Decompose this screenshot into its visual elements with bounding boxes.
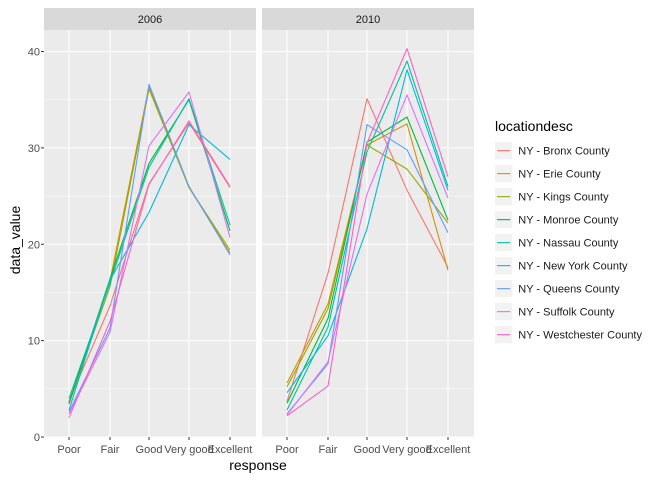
legend-item-label: NY - Nassau County [518,238,619,250]
facet-strip [44,8,256,30]
x-tick-label: Poor [275,444,299,456]
series-line [68,83,231,413]
series-line [286,69,449,394]
legend-item-label: NY - Westchester County [518,330,642,342]
x-tick-label: Excellent [426,444,471,456]
x-tick-label: Good [136,444,163,456]
legend-item-label: NY - Bronx County [518,146,610,158]
series-line [286,98,449,402]
series-line [286,124,449,415]
y-tick-label: 10 [28,336,40,348]
y-tick-label: 40 [28,47,40,59]
x-tick-label: Very good [164,444,214,456]
legend-item-label: NY - Suffolk County [518,307,615,319]
y-tick-label: 30 [28,143,40,155]
x-tick-label: Excellent [208,444,253,456]
facet-strip-label: 2010 [356,14,380,26]
legend-item-label: NY - Kings County [518,192,609,204]
facet-strip-label: 2006 [138,14,162,26]
x-axis-title: response [229,457,287,473]
y-axis-title: data_value [7,206,23,275]
x-tick-label: Fair [319,444,338,456]
legend-item-label: NY - Queens County [518,284,620,296]
series-line [68,120,231,418]
y-tick-label: 20 [28,239,40,251]
y-tick-label: 0 [34,432,40,444]
series-line [68,124,231,411]
series-line [286,48,449,417]
x-tick-label: Very good [382,444,432,456]
x-tick-label: Poor [57,444,81,456]
legend-title: locationdesc [495,118,573,134]
legend-item-label: NY - New York County [518,261,628,273]
facet-strip [262,8,474,30]
legend-item-label: NY - Erie County [518,169,601,181]
x-tick-label: Fair [101,444,120,456]
panel-background [262,30,474,437]
series-line [68,91,231,415]
series-line [286,94,449,416]
x-tick-label: Good [354,444,381,456]
legend-item-label: NY - Monroe County [518,215,619,227]
